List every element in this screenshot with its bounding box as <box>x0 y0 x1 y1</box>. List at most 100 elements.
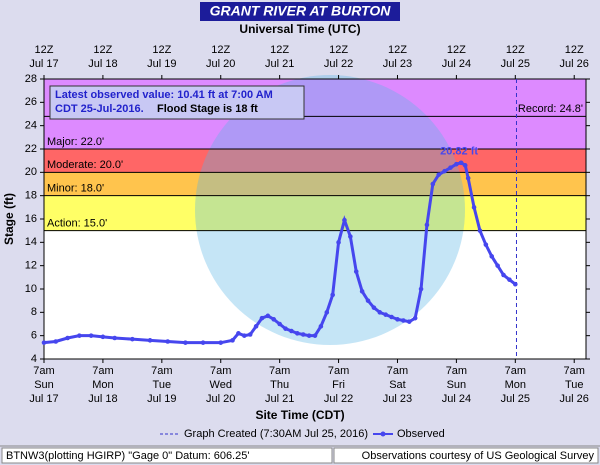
data-point <box>483 242 489 247</box>
data-point <box>165 339 171 344</box>
data-point <box>88 333 94 338</box>
plot-frame <box>43 78 587 360</box>
top-x-tick-label: 12Z <box>388 44 407 56</box>
data-point <box>430 181 436 187</box>
x-tick-label: Jul 26 <box>560 393 589 405</box>
x-tick-label: Tue <box>153 379 172 391</box>
data-point <box>348 234 353 239</box>
flood-label: Minor: 18.0' <box>47 183 104 195</box>
data-point <box>412 315 418 321</box>
x-tick-label: Mon <box>92 379 113 391</box>
data-point <box>353 269 359 274</box>
data-point <box>277 321 282 327</box>
y-tick-label: 4 <box>31 353 37 365</box>
data-point <box>406 319 412 324</box>
x-tick-label: Jul 18 <box>88 393 117 405</box>
data-point <box>436 172 442 177</box>
data-point <box>200 340 206 345</box>
y-tick-label: 14 <box>25 236 37 248</box>
y-tick-label: 10 <box>25 283 37 295</box>
x-tick-label: 7am <box>328 365 349 377</box>
data-point <box>465 175 471 181</box>
x-tick-label: Jul 19 <box>147 393 176 405</box>
x-tick-label: Jul 21 <box>265 393 294 405</box>
x-tick-label: Fri <box>332 379 345 391</box>
y-tick-label: 20 <box>25 166 37 178</box>
data-point <box>501 272 506 278</box>
data-point <box>383 312 388 317</box>
x-tick-label: Jul 22 <box>324 393 353 405</box>
data-point <box>236 331 241 336</box>
data-point <box>112 335 117 341</box>
data-point <box>312 333 318 338</box>
y-tick-label: 16 <box>25 213 37 225</box>
flood-band <box>44 172 586 196</box>
top-x-tick-label: Jul 23 <box>383 58 412 70</box>
data-point <box>336 240 341 245</box>
y-tick-label: 28 <box>25 73 37 85</box>
x-tick-label: Thu <box>270 379 289 391</box>
x-tick-label: 7am <box>564 365 585 377</box>
data-point <box>477 228 483 233</box>
x-tick-label: 7am <box>387 365 408 377</box>
data-point <box>318 324 324 329</box>
data-point <box>462 163 468 168</box>
top-x-tick-label: 12Z <box>329 44 348 56</box>
top-x-tick-label: 12Z <box>565 44 584 56</box>
top-x-tick-label: Jul 20 <box>206 58 235 70</box>
record-label: Record: 24.8' <box>518 103 583 115</box>
y-tick-label: 24 <box>25 120 37 132</box>
title-bar <box>200 2 400 21</box>
x-tick-label: Sun <box>34 379 54 391</box>
x-tick-label: 7am <box>92 365 113 377</box>
flood-band <box>44 195 586 231</box>
data-point <box>401 318 406 323</box>
info-text: Latest observed value: 10.41 ft at 7:00 … <box>55 89 273 101</box>
flood-label: Moderate: 20.0' <box>47 159 123 171</box>
watermark <box>195 75 465 345</box>
y-tick-label: 6 <box>31 330 37 342</box>
data-point <box>342 217 347 223</box>
x-tick-label: Sat <box>389 379 406 391</box>
data-point <box>359 289 365 294</box>
data-point <box>424 222 430 228</box>
top-x-tick-label: 12Z <box>152 44 171 56</box>
data-point <box>330 292 335 298</box>
x-tick-label: Sun <box>447 379 467 391</box>
top-x-tick-label: 12Z <box>270 44 289 56</box>
top-x-tick-label: Jul 25 <box>501 58 530 70</box>
x-tick-label: Jul 17 <box>29 393 58 405</box>
x-tick-label: Wed <box>210 379 232 391</box>
x-tick-label: 7am <box>505 365 526 377</box>
data-point <box>306 333 312 338</box>
data-point <box>377 310 383 315</box>
data-point <box>471 205 477 210</box>
data-point <box>495 263 500 268</box>
data-point <box>442 168 447 174</box>
x-tick-label: 7am <box>151 365 172 377</box>
data-point <box>395 317 400 322</box>
flood-label: Action: 15.0' <box>47 218 107 230</box>
data-point <box>418 286 424 292</box>
data-point <box>295 331 300 336</box>
data-point <box>448 165 453 170</box>
top-x-tick-label: Jul 22 <box>324 58 353 70</box>
info-box <box>49 85 305 120</box>
data-point <box>147 338 153 343</box>
data-point <box>130 336 135 342</box>
data-point <box>242 333 247 338</box>
data-point <box>458 160 464 166</box>
data-point <box>513 281 518 287</box>
flood-label: Major: 22.0' <box>47 136 104 148</box>
footer-right: Observations courtesy of US Geological S… <box>362 450 595 462</box>
data-point <box>183 340 188 345</box>
data-point <box>454 161 459 167</box>
y-tick-label: 18 <box>25 190 37 202</box>
top-x-tick-label: Jul 19 <box>147 58 176 70</box>
x-tick-label: 7am <box>33 365 54 377</box>
top-x-tick-label: Jul 21 <box>265 58 294 70</box>
peak-label: 20.82 ft <box>440 146 478 158</box>
top-x-tick-label: Jul 24 <box>442 58 471 70</box>
data-point <box>247 332 253 337</box>
